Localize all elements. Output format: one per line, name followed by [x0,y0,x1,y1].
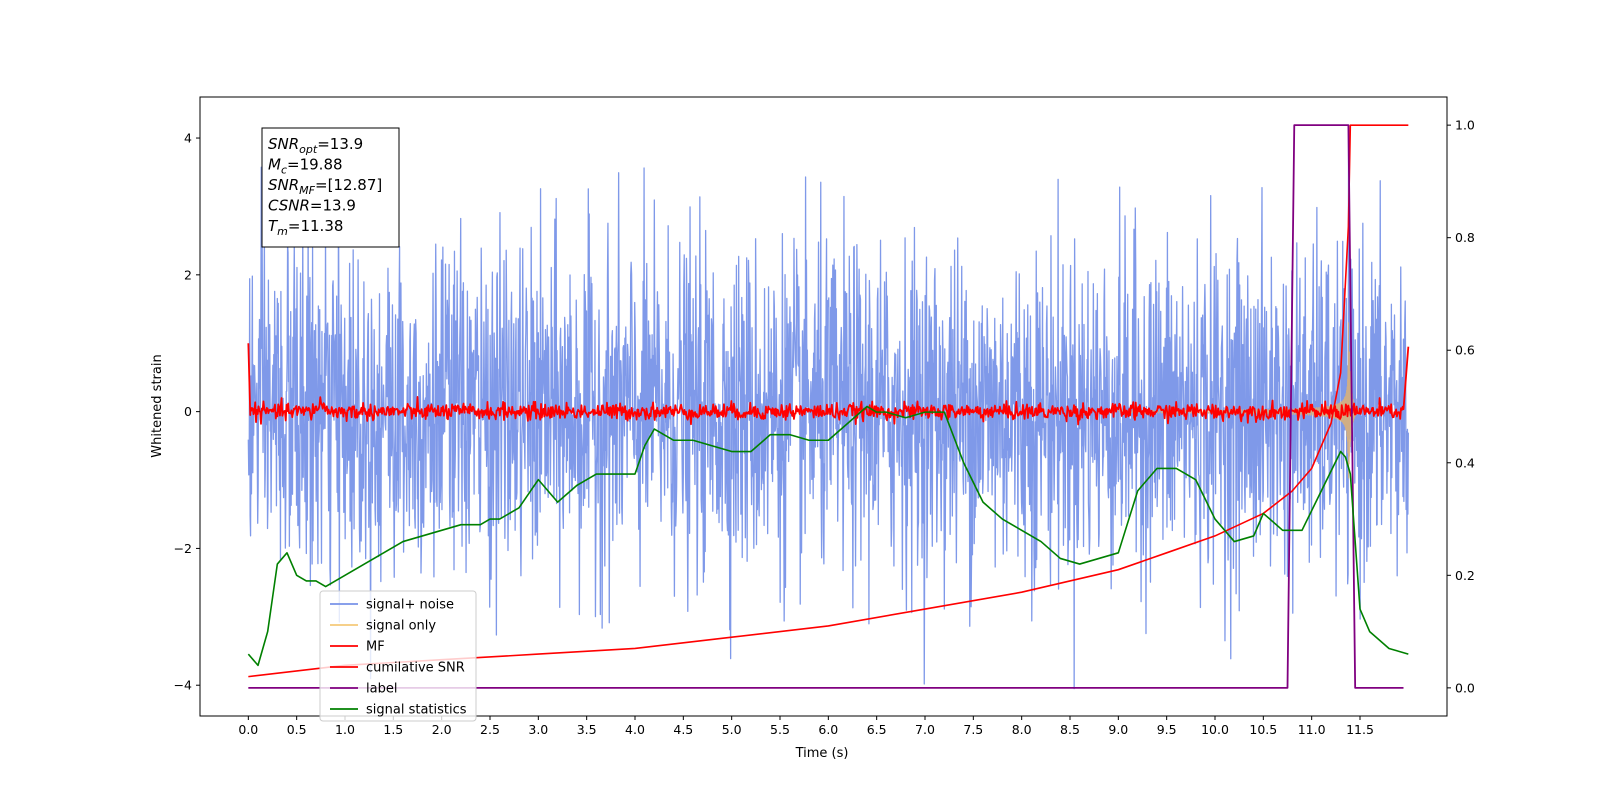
x-tick-label: 1.0 [335,722,355,737]
legend-entry: cumilative SNR [366,661,465,676]
x-tick-label: 2.5 [480,722,500,737]
y-axis-left: 4 2 0 −2 −4 [174,131,200,693]
x-tick-label: 7.5 [963,722,983,737]
plot-frame [199,96,1448,717]
y-tick-label: −4 [174,678,192,693]
x-tick-label: 3.5 [577,722,597,737]
y-tick-label: −2 [174,541,192,556]
x-tick-label: 11.5 [1346,722,1374,737]
y2-tick-label: 0.4 [1455,455,1475,470]
y-tick-label: 0 [184,404,192,419]
x-tick-label: 3.0 [528,722,548,737]
legend-frame [319,590,477,722]
x-tick-label: 4.5 [673,722,693,737]
legend: signal+ noise signal only MF cumilative SNR… [319,590,477,722]
y-tick-label: 4 [184,131,192,146]
legend-entry: MF [366,640,385,655]
annotation-line: Mc=19.88 [268,156,343,177]
x-tick-label: 1.5 [383,722,403,737]
y2-tick-label: 0.2 [1455,568,1475,583]
series-layer [247,124,1410,690]
annotation-line: CSNR=13.9 [268,197,356,215]
series-label [248,124,1404,689]
x-axis-label: Time (s) [795,746,849,761]
x-tick-label: 6.0 [818,722,838,737]
x-tick-label: 10.0 [1201,722,1229,737]
x-tick-label: 2.0 [432,722,452,737]
series-signal-statistics [247,405,1409,667]
annotation-line: SNRMF=[12.87] [268,176,382,197]
y2-tick-label: 0.0 [1455,680,1475,695]
series-signal-noise [247,127,1409,690]
x-tick-label: 7.0 [915,722,935,737]
x-axis: 0.0 0.5 1.0 1.5 2.0 2.5 3.0 3.5 4.0 4.5 5.0 5.5 6.0 6… [238,716,1374,737]
annotation-line: Tm=11.38 [268,217,343,238]
annotation-frame [261,127,400,248]
x-tick-label: 9.0 [1108,722,1128,737]
y2-tick-label: 0.6 [1455,343,1475,358]
legend-entry: signal statistics [366,703,467,718]
x-tick-label: 6.5 [867,722,887,737]
x-tick-label: 0.5 [287,722,307,737]
x-tick-label: 5.5 [770,722,790,737]
y-axis-label: Whitened strain [150,354,165,457]
annotation-line: SNRopt=13.9 [268,135,363,156]
x-tick-label: 0.0 [238,722,258,737]
x-tick-label: 8.5 [1060,722,1080,737]
y2-tick-label: 0.8 [1455,230,1475,245]
legend-entry: signal+ noise [366,598,454,613]
x-tick-label: 9.5 [1157,722,1177,737]
y-tick-label: 2 [184,267,192,282]
y-axis-right: 1.0 0.8 0.6 0.4 0.2 0.0 [1447,118,1475,695]
x-tick-label: 5.0 [722,722,742,737]
legend-entry: signal only [366,619,436,634]
x-tick-label: 4.0 [625,722,645,737]
y2-tick-label: 1.0 [1455,118,1475,133]
series-cumilative-snr [248,124,1409,678]
x-tick-label: 10.5 [1249,722,1277,737]
x-tick-label: 11.0 [1298,722,1326,737]
legend-entry: label [366,682,397,697]
annotation-box: SNRopt=13.9Mc=19.88SNRMF=[12.87]CSNR=13.… [261,127,400,248]
series-mf [247,343,1410,426]
x-tick-label: 8.0 [1012,722,1032,737]
